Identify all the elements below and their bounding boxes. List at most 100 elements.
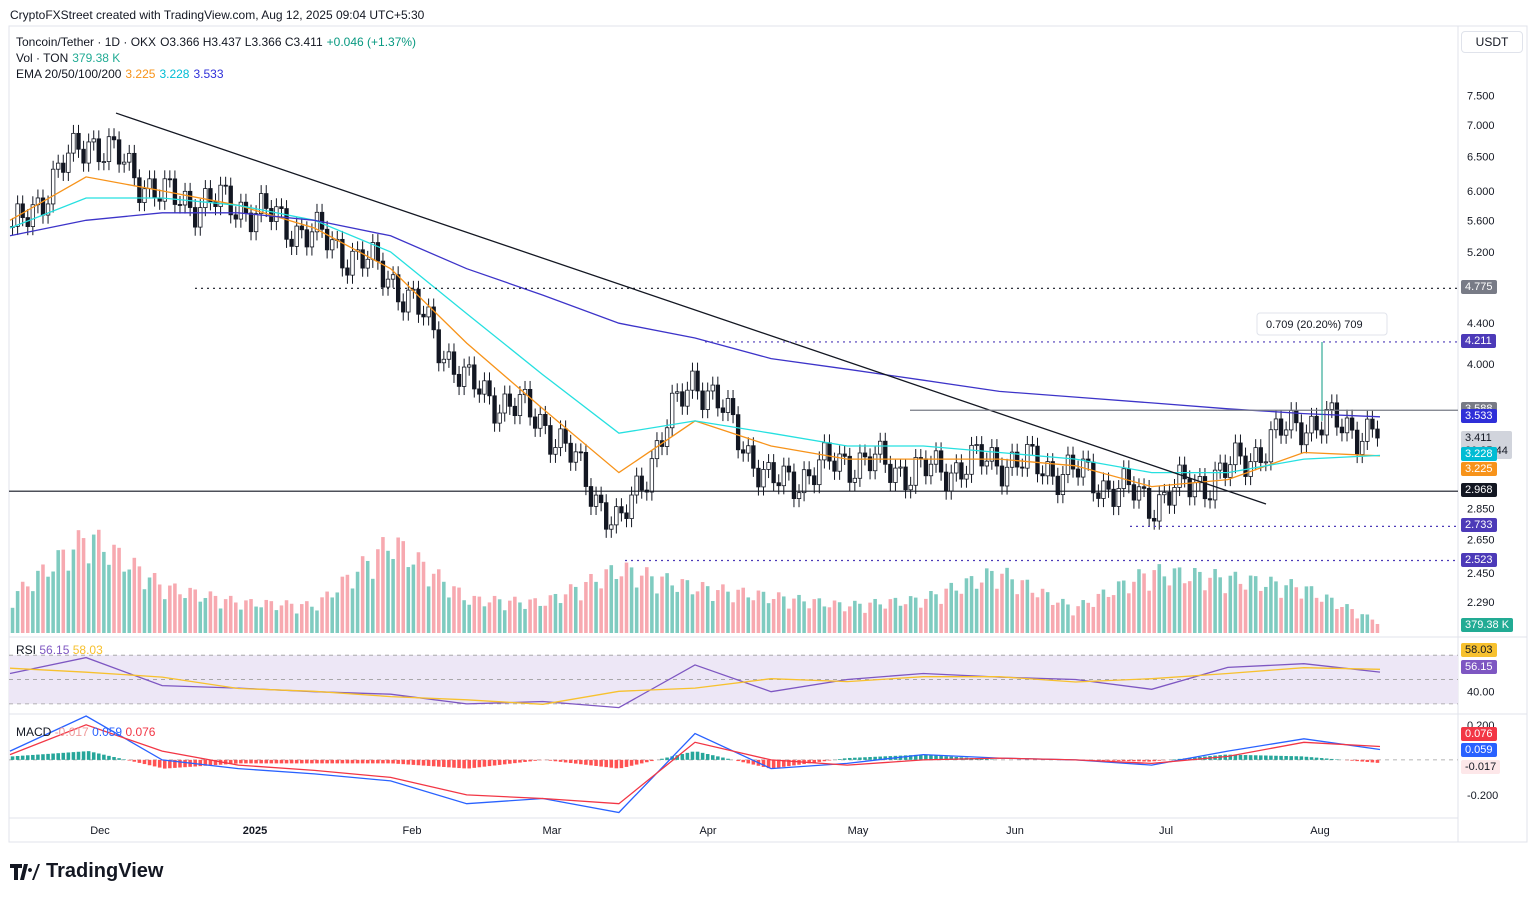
symbol-title[interactable]: Toncoin/Tether · 1D · OKX	[16, 35, 157, 49]
volume-bar	[782, 596, 786, 633]
volume-bar	[995, 588, 999, 633]
macd-hist-bar	[1355, 759, 1359, 762]
macd-hist-bar	[431, 759, 436, 767]
candle-body	[969, 444, 974, 475]
price-tick-label: 4.000	[1467, 359, 1495, 371]
volume-bar	[305, 601, 309, 633]
volume-bar	[46, 576, 50, 633]
volume-bar	[1167, 585, 1172, 633]
volume-bar	[340, 576, 345, 633]
macd-hist-bar	[142, 759, 147, 765]
volume-bar	[289, 603, 294, 633]
candle-body	[1207, 498, 1213, 501]
macd-hist-bar	[1365, 759, 1370, 762]
macd-hist-bar	[467, 759, 471, 769]
candle-body	[1324, 409, 1329, 436]
volume-bar	[695, 591, 700, 633]
volume-bar	[944, 588, 948, 633]
candle-body	[101, 161, 107, 163]
macd-hist-bar	[264, 759, 269, 764]
volume-bar	[929, 590, 933, 633]
candle-body	[1243, 455, 1248, 477]
macd-hist-bar	[335, 759, 340, 764]
tradingview-logo[interactable]: TradingView	[10, 860, 163, 883]
volume-bar	[1299, 598, 1304, 633]
macd-hist-bar	[558, 759, 563, 762]
price-tick-label: 5.200	[1467, 247, 1495, 259]
volume-bar	[548, 595, 553, 633]
candle-body	[1070, 454, 1076, 470]
macd-hist-bar	[137, 759, 142, 763]
macd-hist-bar	[391, 759, 395, 764]
macd-hist-bar	[675, 755, 680, 760]
candle-body	[1370, 418, 1375, 430]
candle-body	[30, 204, 36, 227]
macd-hist-bar	[984, 759, 989, 760]
macd-hist-bar	[244, 759, 248, 764]
volume-bar	[1040, 588, 1045, 633]
macd-hist-bar	[1187, 757, 1192, 760]
macd-hist-bar	[183, 759, 187, 768]
macd-hist-bar	[1243, 755, 1248, 760]
macd-hist-bar	[1319, 758, 1324, 760]
macd-hist-bar	[553, 759, 558, 762]
volume-bar	[426, 586, 431, 633]
candle-body	[1167, 491, 1172, 506]
candle-body	[71, 132, 76, 154]
macd-hist-bar	[903, 755, 908, 760]
macd-hist-bar	[421, 759, 426, 766]
macd-hist-bar	[472, 759, 477, 768]
macd-hist-bar	[548, 759, 553, 761]
candle-body	[862, 452, 868, 458]
volume-bar	[563, 594, 568, 633]
candle-body	[61, 162, 66, 173]
macd-hist-bar	[254, 759, 258, 764]
candle-body	[56, 162, 61, 170]
macd-hist-bar	[239, 759, 243, 764]
macd-hist-bar	[173, 759, 177, 768]
macd-value: 0.059	[92, 725, 123, 739]
currency-selector[interactable]: USDT	[1461, 31, 1523, 53]
candle-body	[1182, 464, 1187, 480]
candle-body	[187, 190, 193, 208]
volume-bar	[1233, 571, 1238, 633]
candle-body	[913, 457, 918, 486]
time-axis-label: Jul	[1159, 825, 1173, 837]
macd-hist-bar	[477, 759, 482, 768]
macd-hist-bar	[1289, 756, 1293, 760]
macd-hist-bar	[462, 759, 466, 769]
candle-body	[538, 413, 543, 429]
volume-bar	[949, 582, 954, 633]
candlesticks	[10, 124, 1380, 538]
volume-bar	[660, 576, 664, 633]
volume-bar	[76, 530, 81, 633]
macd-hist-bar	[401, 759, 406, 765]
ema200-tag: 3.533	[1461, 408, 1497, 423]
candle-body	[416, 288, 421, 315]
macd-hist-bar	[360, 759, 365, 764]
candle-body	[401, 301, 406, 313]
volume-bar	[457, 587, 461, 633]
candle-body	[1004, 466, 1010, 487]
candle-body	[1136, 486, 1142, 501]
candle-body	[842, 453, 847, 457]
volume-bar	[766, 603, 771, 633]
macd-hist-bar	[436, 759, 441, 767]
candle-body	[943, 471, 949, 492]
candle-body	[86, 141, 91, 164]
macd-hist-bar	[629, 759, 634, 766]
rsi-ma-line	[9, 667, 1381, 705]
macd-hist-bar	[685, 752, 690, 760]
macd-hist-bar	[274, 759, 279, 764]
volume-bar	[406, 567, 411, 633]
candle-body	[710, 384, 715, 392]
macd-hist-bar	[954, 756, 959, 760]
candle-body	[1319, 429, 1324, 436]
macd-hist-bar	[573, 759, 578, 764]
macd-hist-bar	[1330, 758, 1334, 760]
time-axis-label: Dec	[90, 825, 110, 837]
candle-body	[1192, 482, 1197, 498]
volume-bar	[1111, 595, 1116, 633]
macd-hist-bar	[208, 759, 213, 766]
